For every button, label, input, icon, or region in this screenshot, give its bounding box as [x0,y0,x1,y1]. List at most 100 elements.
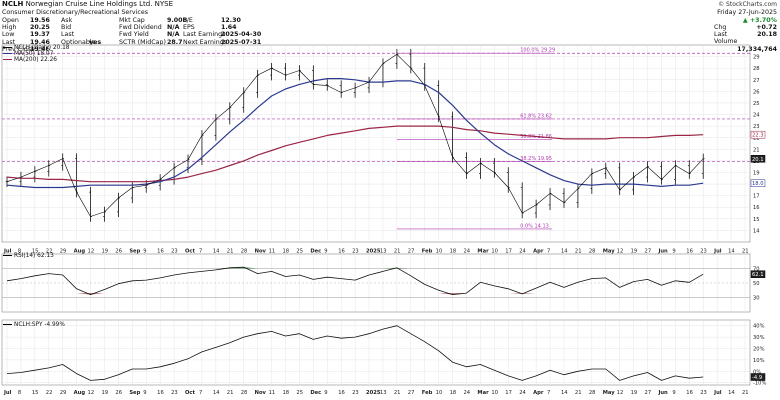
rsi-line [6,266,704,296]
x-tick-label: 23 [352,249,359,255]
x-tick-label-bottom: 28 [241,390,248,396]
x-tick-label-bottom: 10 [491,390,498,396]
x-tick-label: 16 [157,249,164,255]
relative-tick-label: -10% [753,381,766,387]
x-tick-label-bottom: 18 [282,390,289,396]
x-tick-label-bottom: 7 [199,390,202,396]
x-tick-label-bottom: Feb [422,390,433,396]
fib-level-label: 100.0% 29.29 [520,48,555,54]
x-tick-label-bottom: 21 [227,390,234,396]
x-tick-label-bottom: 10 [436,390,443,396]
x-tick-label-bottom: 16 [338,390,345,396]
quote-label: Prev Close [2,45,35,53]
price-tick-label: 26 [753,89,760,95]
x-tick-label: Sep [129,249,140,255]
price-tick-label: 27 [753,78,760,84]
x-tick-label-bottom: Jul [3,390,12,396]
rsi-tick-label: 30 [753,296,760,302]
price-tick-label: 15 [753,217,760,223]
ask-value: yes [89,38,102,46]
price-right-label-box [750,155,766,163]
relative-tick-label: 40% [753,324,765,330]
x-tick-label: 27 [408,249,415,255]
x-tick-label-bottom: 24 [519,390,526,396]
x-tick-label-bottom: 12 [617,390,624,396]
x-tick-label: Dec [310,249,321,255]
exchange-name: NYSE [154,0,174,8]
quote-value: 19.46 [30,45,50,53]
x-tick-label-bottom: 15 [32,390,39,396]
x-tick-label-bottom: May [603,390,616,396]
x-tick-label: May [603,249,616,255]
x-tick-label: 17 [505,249,512,255]
x-tick-label: 19 [101,249,108,255]
price-tick-label: 17 [753,194,760,200]
x-tick-label: 23 [171,249,178,255]
x-tick-label-bottom: 14 [213,390,220,396]
x-tick-label-bottom: Aug [74,390,86,396]
quote-label: Last [2,38,16,46]
x-tick-label-bottom: Sep [129,390,140,396]
x-tick-label: Nov [255,249,267,255]
x-tick-label-bottom: 21 [394,390,401,396]
rsi-tick-label: 50 [753,281,760,287]
fundamental-value: N/A [167,31,180,39]
panel-frame [1,319,751,386]
x-tick-label: 21 [742,249,749,255]
earnings-value: 2025-04-30 [221,31,262,39]
quote-row: Open 19.56 [2,17,50,24]
ask-row: Optionableyes [61,39,101,46]
fundamental-label: SCTR (MidCap) [119,38,166,46]
x-tick-label: 15 [32,249,39,255]
x-tick-label: 2025 [366,249,381,255]
x-tick-label-bottom: 29 [60,390,67,396]
right-quote-row: Volume 17,334,764 [714,38,777,53]
x-tick-label: 12 [617,249,624,255]
x-tick-label-bottom: 16 [686,390,693,396]
x-tick-label-bottom: 23 [171,390,178,396]
x-tick-label-bottom: 19 [101,390,108,396]
quote-value: 19.46 [30,38,50,46]
earnings-value: 12.30 [221,17,241,24]
x-tick-label: 27 [645,249,652,255]
x-tick-label: 9 [672,249,675,255]
x-tick-label: Oct [185,249,195,255]
legend-price: NCLH (Daily) 20.18 [3,45,69,51]
fib-level-label: 61.8% 23.62 [520,113,552,119]
rsi-oversold-fill [508,293,523,294]
x-tick-label: 10 [436,249,443,255]
fundamental-label: Mkt Cap [119,17,145,24]
x-tick-label: 14 [728,249,735,255]
ask-row: Bid [61,24,89,31]
rsi-oversold-fill [522,293,537,294]
x-tick-label: 12 [88,249,95,255]
ask-row: Ask [61,17,89,24]
quote-header: NCLH Norwegian Cruise Line Holdings Ltd.… [0,0,780,52]
x-tick-label: 28 [589,249,596,255]
earnings-label: EPS [183,24,195,32]
change-percent: ▲ +3.70% [743,17,777,24]
x-tick-label-bottom: 11 [269,390,276,396]
x-tick-label-bottom: 2025 [366,390,381,396]
stockcharts-logo: © StockCharts.com [718,1,777,8]
x-tick-label-bottom: 16 [157,390,164,396]
x-tick-label: 23 [700,249,707,255]
x-tick-label-bottom: 9 [324,390,327,396]
relative-legend: NCLH:SPY -4.99% [3,322,65,328]
relative-tick-label: 20% [753,347,765,353]
x-tick-label-bottom: 9 [672,390,675,396]
quote-row: Prev Close19.46 [2,46,50,53]
x-tick-label: 14 [561,249,568,255]
fundamental-value: 9.00B [167,17,188,24]
x-tick-label: 29 [60,249,67,255]
fundamental-value: N/A [167,24,180,32]
fundamental-label: Fwd Yield [119,31,149,39]
price-right-label-box [750,130,766,139]
x-tick-label-bottom: 12 [88,390,95,396]
x-tick-label: Apr [533,249,544,255]
relative-tick-label: 0% [753,369,761,375]
relative-tick-label: 10% [753,358,765,364]
x-tick-label-bottom: 21 [575,390,582,396]
relative-right-label-box [750,373,766,381]
